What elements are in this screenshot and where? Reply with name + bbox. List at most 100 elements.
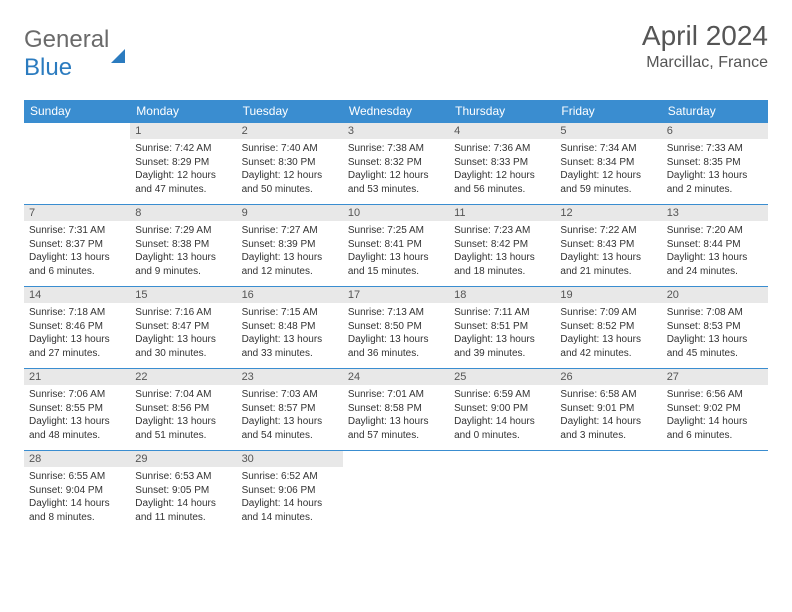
logo-text: General Blue xyxy=(24,26,125,82)
day-details: Sunrise: 6:58 AMSunset: 9:01 PMDaylight:… xyxy=(555,385,661,450)
day-details: Sunrise: 6:52 AMSunset: 9:06 PMDaylight:… xyxy=(237,467,343,532)
day-details: Sunrise: 6:53 AMSunset: 9:05 PMDaylight:… xyxy=(130,467,236,532)
calendar-row: 28Sunrise: 6:55 AMSunset: 9:04 PMDayligh… xyxy=(24,451,768,533)
calendar-cell xyxy=(662,451,768,533)
calendar-cell: 4Sunrise: 7:36 AMSunset: 8:33 PMDaylight… xyxy=(449,123,555,205)
day-details: Sunrise: 7:13 AMSunset: 8:50 PMDaylight:… xyxy=(343,303,449,368)
day-number: 5 xyxy=(555,123,661,139)
day-details: Sunrise: 7:33 AMSunset: 8:35 PMDaylight:… xyxy=(662,139,768,204)
calendar-cell: 6Sunrise: 7:33 AMSunset: 8:35 PMDaylight… xyxy=(662,123,768,205)
calendar-cell: 17Sunrise: 7:13 AMSunset: 8:50 PMDayligh… xyxy=(343,287,449,369)
calendar-cell: 25Sunrise: 6:59 AMSunset: 9:00 PMDayligh… xyxy=(449,369,555,451)
day-number: 10 xyxy=(343,205,449,221)
day-number: 6 xyxy=(662,123,768,139)
day-number: 17 xyxy=(343,287,449,303)
calendar-cell: 15Sunrise: 7:16 AMSunset: 8:47 PMDayligh… xyxy=(130,287,236,369)
day-number: 18 xyxy=(449,287,555,303)
day-number: 8 xyxy=(130,205,236,221)
calendar-body: 1Sunrise: 7:42 AMSunset: 8:29 PMDaylight… xyxy=(24,123,768,533)
day-number: 16 xyxy=(237,287,343,303)
day-number: 2 xyxy=(237,123,343,139)
calendar-cell: 10Sunrise: 7:25 AMSunset: 8:41 PMDayligh… xyxy=(343,205,449,287)
day-number: 22 xyxy=(130,369,236,385)
calendar-cell: 12Sunrise: 7:22 AMSunset: 8:43 PMDayligh… xyxy=(555,205,661,287)
day-details: Sunrise: 7:04 AMSunset: 8:56 PMDaylight:… xyxy=(130,385,236,450)
calendar-cell xyxy=(449,451,555,533)
day-details: Sunrise: 7:25 AMSunset: 8:41 PMDaylight:… xyxy=(343,221,449,286)
calendar-cell: 29Sunrise: 6:53 AMSunset: 9:05 PMDayligh… xyxy=(130,451,236,533)
calendar-cell: 18Sunrise: 7:11 AMSunset: 8:51 PMDayligh… xyxy=(449,287,555,369)
calendar-cell: 23Sunrise: 7:03 AMSunset: 8:57 PMDayligh… xyxy=(237,369,343,451)
calendar-row: 14Sunrise: 7:18 AMSunset: 8:46 PMDayligh… xyxy=(24,287,768,369)
day-details: Sunrise: 7:08 AMSunset: 8:53 PMDaylight:… xyxy=(662,303,768,368)
day-number: 20 xyxy=(662,287,768,303)
calendar-head: SundayMondayTuesdayWednesdayThursdayFrid… xyxy=(24,100,768,123)
calendar-cell: 3Sunrise: 7:38 AMSunset: 8:32 PMDaylight… xyxy=(343,123,449,205)
calendar-cell: 7Sunrise: 7:31 AMSunset: 8:37 PMDaylight… xyxy=(24,205,130,287)
header: General Blue April 2024 Marcillac, Franc… xyxy=(24,20,768,82)
calendar-cell: 8Sunrise: 7:29 AMSunset: 8:38 PMDaylight… xyxy=(130,205,236,287)
calendar-cell: 19Sunrise: 7:09 AMSunset: 8:52 PMDayligh… xyxy=(555,287,661,369)
day-details: Sunrise: 6:55 AMSunset: 9:04 PMDaylight:… xyxy=(24,467,130,532)
dow-header: Friday xyxy=(555,100,661,123)
calendar-cell: 9Sunrise: 7:27 AMSunset: 8:39 PMDaylight… xyxy=(237,205,343,287)
day-details: Sunrise: 7:03 AMSunset: 8:57 PMDaylight:… xyxy=(237,385,343,450)
calendar-row: 21Sunrise: 7:06 AMSunset: 8:55 PMDayligh… xyxy=(24,369,768,451)
calendar-cell: 24Sunrise: 7:01 AMSunset: 8:58 PMDayligh… xyxy=(343,369,449,451)
day-number: 29 xyxy=(130,451,236,467)
calendar-cell: 22Sunrise: 7:04 AMSunset: 8:56 PMDayligh… xyxy=(130,369,236,451)
calendar-cell: 13Sunrise: 7:20 AMSunset: 8:44 PMDayligh… xyxy=(662,205,768,287)
day-number: 7 xyxy=(24,205,130,221)
day-details: Sunrise: 7:11 AMSunset: 8:51 PMDaylight:… xyxy=(449,303,555,368)
day-details: Sunrise: 7:22 AMSunset: 8:43 PMDaylight:… xyxy=(555,221,661,286)
location: Marcillac, France xyxy=(642,54,768,72)
calendar-cell xyxy=(555,451,661,533)
day-number: 3 xyxy=(343,123,449,139)
calendar-row: 7Sunrise: 7:31 AMSunset: 8:37 PMDaylight… xyxy=(24,205,768,287)
calendar-cell: 11Sunrise: 7:23 AMSunset: 8:42 PMDayligh… xyxy=(449,205,555,287)
calendar-cell: 5Sunrise: 7:34 AMSunset: 8:34 PMDaylight… xyxy=(555,123,661,205)
day-number: 28 xyxy=(24,451,130,467)
calendar-table: SundayMondayTuesdayWednesdayThursdayFrid… xyxy=(24,100,768,532)
title-block: April 2024 Marcillac, France xyxy=(642,20,768,72)
day-number: 27 xyxy=(662,369,768,385)
day-number: 30 xyxy=(237,451,343,467)
dow-header: Thursday xyxy=(449,100,555,123)
day-number: 24 xyxy=(343,369,449,385)
calendar-cell xyxy=(24,123,130,205)
day-details: Sunrise: 7:38 AMSunset: 8:32 PMDaylight:… xyxy=(343,139,449,204)
day-details: Sunrise: 7:36 AMSunset: 8:33 PMDaylight:… xyxy=(449,139,555,204)
calendar-cell: 1Sunrise: 7:42 AMSunset: 8:29 PMDaylight… xyxy=(130,123,236,205)
sail-icon xyxy=(111,22,125,63)
day-details: Sunrise: 7:20 AMSunset: 8:44 PMDaylight:… xyxy=(662,221,768,286)
calendar-cell: 30Sunrise: 6:52 AMSunset: 9:06 PMDayligh… xyxy=(237,451,343,533)
day-details: Sunrise: 7:34 AMSunset: 8:34 PMDaylight:… xyxy=(555,139,661,204)
day-details: Sunrise: 7:15 AMSunset: 8:48 PMDaylight:… xyxy=(237,303,343,368)
month-title: April 2024 xyxy=(642,20,768,52)
day-details: Sunrise: 7:23 AMSunset: 8:42 PMDaylight:… xyxy=(449,221,555,286)
dow-header: Sunday xyxy=(24,100,130,123)
day-number: 25 xyxy=(449,369,555,385)
day-details: Sunrise: 7:18 AMSunset: 8:46 PMDaylight:… xyxy=(24,303,130,368)
calendar-cell: 27Sunrise: 6:56 AMSunset: 9:02 PMDayligh… xyxy=(662,369,768,451)
day-details: Sunrise: 7:01 AMSunset: 8:58 PMDaylight:… xyxy=(343,385,449,450)
calendar-cell: 26Sunrise: 6:58 AMSunset: 9:01 PMDayligh… xyxy=(555,369,661,451)
logo-part1: General xyxy=(24,26,109,53)
calendar-cell: 2Sunrise: 7:40 AMSunset: 8:30 PMDaylight… xyxy=(237,123,343,205)
calendar-row: 1Sunrise: 7:42 AMSunset: 8:29 PMDaylight… xyxy=(24,123,768,205)
day-number: 4 xyxy=(449,123,555,139)
day-details: Sunrise: 7:31 AMSunset: 8:37 PMDaylight:… xyxy=(24,221,130,286)
calendar-cell xyxy=(343,451,449,533)
day-number: 26 xyxy=(555,369,661,385)
calendar-cell: 28Sunrise: 6:55 AMSunset: 9:04 PMDayligh… xyxy=(24,451,130,533)
day-number: 13 xyxy=(662,205,768,221)
calendar-cell: 21Sunrise: 7:06 AMSunset: 8:55 PMDayligh… xyxy=(24,369,130,451)
day-details: Sunrise: 7:09 AMSunset: 8:52 PMDaylight:… xyxy=(555,303,661,368)
dow-header: Monday xyxy=(130,100,236,123)
calendar-cell: 20Sunrise: 7:08 AMSunset: 8:53 PMDayligh… xyxy=(662,287,768,369)
day-details: Sunrise: 6:56 AMSunset: 9:02 PMDaylight:… xyxy=(662,385,768,450)
day-details: Sunrise: 6:59 AMSunset: 9:00 PMDaylight:… xyxy=(449,385,555,450)
logo: General Blue xyxy=(24,26,125,82)
day-details: Sunrise: 7:06 AMSunset: 8:55 PMDaylight:… xyxy=(24,385,130,450)
day-number: 21 xyxy=(24,369,130,385)
